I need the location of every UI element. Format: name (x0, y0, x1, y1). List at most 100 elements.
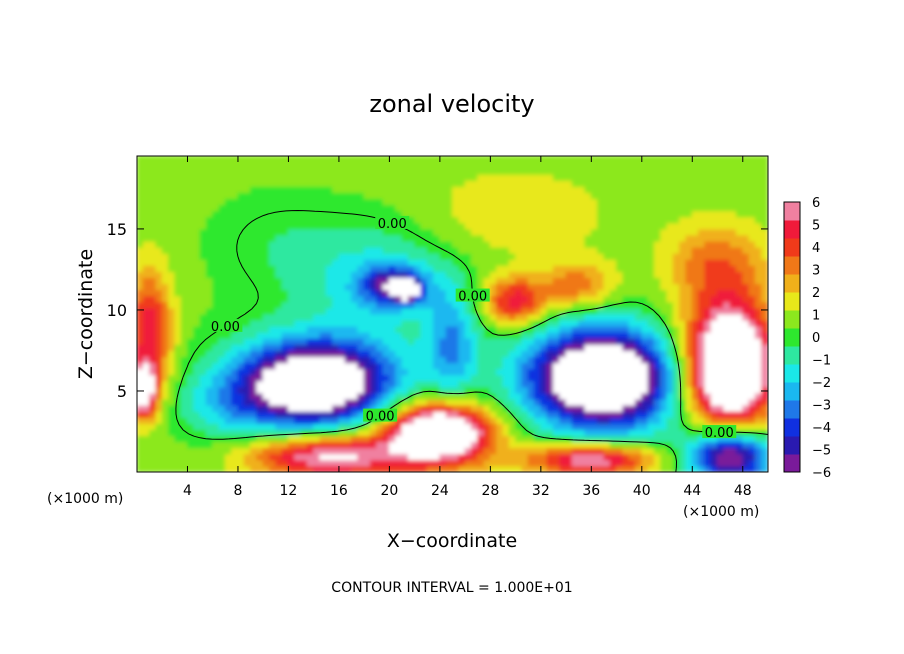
heat-cell (281, 246, 289, 254)
heat-cell (508, 435, 517, 443)
heat-cell (142, 465, 151, 472)
heat-cell (521, 453, 529, 461)
heat-cell (149, 295, 157, 303)
heat-cell (325, 264, 334, 272)
heat-cell (515, 295, 523, 303)
heat-cell (515, 447, 523, 455)
heat-cell (502, 465, 510, 472)
heat-cell (597, 283, 605, 291)
heat-cell (319, 301, 327, 309)
heat-cell (628, 198, 636, 206)
heat-cell (452, 295, 460, 303)
heat-cell (199, 216, 207, 224)
heat-cell (186, 161, 195, 169)
heat-cell (698, 313, 706, 321)
heat-cell (193, 392, 201, 400)
heat-cell (704, 465, 712, 472)
heat-cell (647, 179, 655, 187)
heat-cell (250, 319, 258, 327)
heat-cell (193, 349, 201, 358)
heat-cell (155, 453, 163, 461)
heat-cell (698, 392, 706, 400)
heat-cell (546, 428, 554, 437)
heat-cell (597, 204, 605, 212)
heat-cell (281, 428, 289, 437)
heat-cell (306, 252, 315, 260)
heat-cell (433, 416, 441, 424)
heat-cell (231, 459, 239, 467)
heat-cell (445, 447, 453, 455)
heat-cell (735, 356, 744, 364)
heat-cell (552, 410, 561, 418)
heat-cell (666, 453, 674, 461)
heat-cell (470, 386, 479, 394)
heat-cell (313, 404, 321, 412)
heat-cell (634, 410, 643, 418)
heat-cell (243, 277, 252, 285)
heat-cell (590, 252, 599, 260)
heat-cell (565, 428, 573, 437)
heat-cell (351, 337, 359, 345)
heat-cell (281, 386, 289, 394)
heat-cell (691, 289, 700, 297)
heat-cell (597, 307, 605, 315)
heat-cell (300, 356, 308, 364)
heat-cell (262, 368, 271, 376)
heat-cell (420, 246, 428, 254)
heat-cell (691, 301, 700, 309)
heat-cell (559, 416, 567, 424)
heat-cell (332, 277, 340, 285)
heat-cell (174, 386, 182, 394)
heat-cell (155, 362, 163, 370)
heat-cell (679, 161, 687, 169)
heat-cell (325, 198, 334, 206)
heat-cell (186, 343, 195, 351)
heat-cell (477, 307, 485, 315)
heat-cell (168, 465, 176, 472)
heat-cell (287, 331, 296, 339)
heat-cell (186, 416, 195, 424)
heat-cell (704, 270, 712, 279)
heat-cell (704, 198, 712, 206)
heat-cell (351, 210, 359, 218)
heat-cell (578, 289, 586, 297)
heat-cell (155, 210, 163, 218)
heat-cell (357, 277, 365, 285)
heat-cell (344, 392, 353, 400)
heat-cell (420, 349, 428, 358)
heat-cell (571, 270, 580, 279)
heat-cell (515, 198, 523, 206)
heat-cell (395, 167, 403, 175)
heat-cell (275, 313, 283, 321)
heat-cell (735, 301, 744, 309)
heat-cell (420, 283, 428, 291)
heat-cell (420, 380, 428, 388)
heat-cell (609, 216, 618, 224)
heat-cell (313, 307, 321, 315)
heat-cell (433, 179, 441, 187)
heat-cell (351, 447, 359, 455)
heat-cell (149, 416, 157, 424)
heat-cell (300, 441, 308, 449)
heat-cell (679, 156, 687, 163)
heat-cell (666, 374, 674, 382)
heat-cell (496, 435, 504, 443)
heat-cell (357, 167, 365, 175)
heat-cell (433, 422, 441, 430)
heat-cell (376, 392, 384, 400)
heat-cell (414, 252, 422, 260)
heat-cell (369, 185, 378, 193)
heat-cell (287, 289, 296, 297)
heat-cell (407, 368, 416, 376)
heat-cell (338, 204, 346, 212)
heat-cell (218, 380, 226, 388)
heat-cell (729, 392, 737, 400)
heat-cell (590, 167, 599, 175)
heat-cell (300, 380, 308, 388)
heat-cell (407, 337, 416, 345)
heat-cell (704, 313, 712, 321)
heat-cell (704, 435, 712, 443)
heat-cell (470, 368, 479, 376)
heat-cell (508, 277, 517, 285)
heat-cell (578, 210, 586, 218)
